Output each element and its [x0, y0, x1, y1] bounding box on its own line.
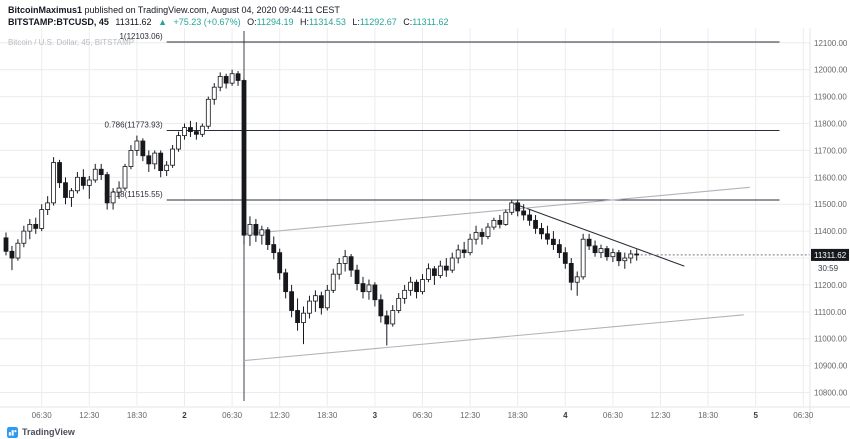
fib-retracement: 1(12103.06) 0.786(11773.93) 0.618(11515.55… [105, 32, 780, 201]
tradingview-logo-icon[interactable] [7, 426, 18, 438]
time-axis-label: 18:30 [508, 411, 529, 420]
bar-countdown: 30:59 [818, 264, 839, 273]
open-number: 11294.19 [256, 17, 294, 27]
time-axis-label: 06:30 [412, 411, 433, 420]
candles [3, 69, 640, 346]
high-number: 11314.53 [309, 17, 346, 27]
price-axis-label: 10900.00 [814, 362, 848, 371]
time-axis-label: 06:30 [603, 411, 624, 420]
change-arrow-icon: ▲ [158, 17, 167, 27]
close-value: C:11311.62 [403, 17, 448, 27]
publish-info-line: BitcoinMaximus1 published on TradingView… [8, 4, 850, 16]
high-label: H: [300, 17, 309, 27]
price-axis-label: 11800.00 [814, 120, 847, 129]
time-axis-label: 12:30 [460, 411, 481, 420]
high-value: H:11314.53 [300, 17, 346, 27]
trendlines[interactable] [243, 186, 750, 362]
price-axis-label: 11200.00 [814, 281, 847, 290]
tradingview-wordmark[interactable]: TradingView [22, 427, 75, 437]
current-price-badge: 11311.62 30:59 [811, 248, 849, 273]
time-axis-label: 4 [563, 411, 568, 420]
price-axis-label: 11400.00 [814, 227, 847, 236]
bottom-bar: TradingView [0, 425, 850, 439]
close-label: C: [403, 17, 413, 27]
time-axis-label: 5 [753, 411, 758, 420]
price-axis-label: 11600.00 [814, 173, 847, 182]
last-price: 11311.62 [115, 17, 152, 27]
author-name[interactable]: BitcoinMaximus1 [8, 5, 83, 15]
current-price-value: 11311.62 [814, 251, 847, 260]
low-value: L:11292.67 [352, 17, 396, 27]
low-number: 11292.67 [359, 17, 397, 27]
price-axis-label: 11900.00 [814, 93, 847, 102]
descending-resistance-line [511, 202, 685, 267]
price-axis-label: 11700.00 [814, 146, 847, 155]
chart-watermark: Bitcoin / U.S. Dollar, 45, BITSTAMP [8, 38, 134, 47]
published-text: published on TradingView.com, August 04,… [84, 5, 340, 15]
time-axis-label: 06:30 [793, 411, 814, 420]
price-axis-label: 11100.00 [814, 308, 847, 317]
open-value: O:11294.19 [247, 17, 293, 27]
fib-level-label: 1(12103.06) [119, 32, 162, 41]
time-axis[interactable]: 06:30 12:30 18:30 2 06:30 12:30 18:30 3 06:30 12:… [32, 411, 814, 420]
time-axis-label: 18:30 [698, 411, 719, 420]
chart-grid [0, 28, 810, 406]
time-axis-label: 12:30 [79, 411, 100, 420]
open-label: O: [247, 17, 257, 27]
price-axis-label: 11500.00 [814, 200, 847, 209]
time-axis-label: 18:30 [317, 411, 338, 420]
price-chart[interactable]: Bitcoin / U.S. Dollar, 45, BITSTAMP1(121… [0, 28, 850, 425]
time-axis-label: 3 [373, 411, 378, 420]
time-axis-label: 18:30 [127, 411, 148, 420]
ascending-channel-top-line [243, 186, 750, 235]
price-axis[interactable]: 12100.00 12000.00 11900.00 11800.00 11700.00… [814, 39, 848, 398]
time-axis-label: 06:30 [222, 411, 243, 420]
snapshot-header: BitcoinMaximus1 published on TradingView… [0, 0, 850, 28]
time-axis-label: 2 [182, 411, 187, 420]
close-number: 11311.62 [412, 17, 449, 27]
symbol-interval[interactable]: BITSTAMP:BTCUSD, 45 [8, 17, 109, 27]
price-axis-label: 12100.00 [814, 39, 848, 48]
fib-level-label: 0.786(11773.93) [105, 121, 163, 130]
symbol-info-line: BITSTAMP:BTCUSD, 45 11311.62 ▲ +75.23 (+… [8, 16, 850, 28]
ascending-channel-bottom-line [243, 314, 744, 362]
low-label: L: [352, 17, 360, 27]
price-change: +75.23 (+0.67%) [173, 17, 241, 27]
price-axis-label: 10800.00 [814, 389, 848, 398]
price-axis-label: 12000.00 [814, 66, 848, 75]
time-axis-label: 06:30 [32, 411, 53, 420]
price-axis-label: 11000.00 [814, 335, 847, 344]
fib-level-label: 0.618(11515.55) [105, 190, 163, 199]
time-axis-label: 12:30 [270, 411, 291, 420]
time-axis-label: 12:30 [650, 411, 671, 420]
